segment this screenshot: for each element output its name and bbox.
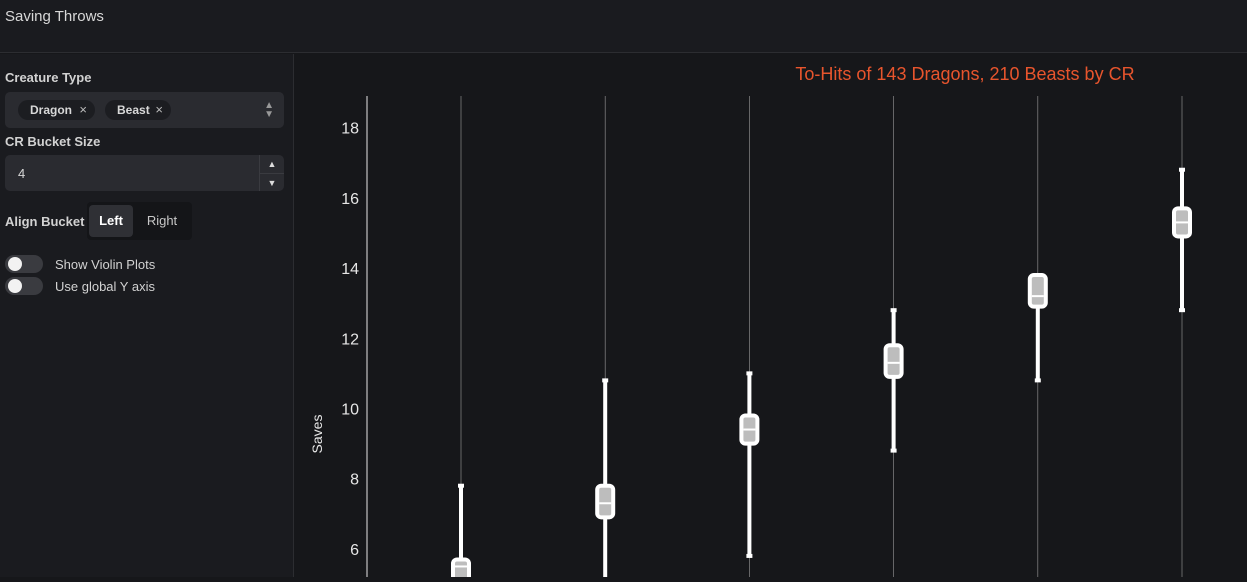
y-tick-label: 8 xyxy=(350,472,359,489)
sidebar: Creature Type Dragon × Beast × ▲ ▼ CR Buc… xyxy=(0,54,294,577)
align-right-button[interactable]: Right xyxy=(146,213,178,228)
page-title: Saving Throws xyxy=(5,8,104,25)
bucket-size-stepper[interactable]: 4 ▲ ▼ xyxy=(5,155,284,191)
decrement-icon[interactable]: ▼ xyxy=(260,173,284,191)
stepper-buttons: ▲ ▼ xyxy=(259,155,284,191)
box xyxy=(595,483,616,520)
increment-icon[interactable]: ▲ xyxy=(267,159,277,169)
y-tick-label: 16 xyxy=(341,191,359,208)
chip-dragon: Dragon × xyxy=(18,100,95,120)
global-y-toggle-label: Use global Y axis xyxy=(55,279,155,294)
creature-type-label: Creature Type xyxy=(5,70,92,85)
y-tick-label: 12 xyxy=(341,331,359,348)
align-left-button[interactable]: Left xyxy=(89,205,133,237)
y-tick-label: 6 xyxy=(350,542,359,559)
box xyxy=(451,557,471,582)
violin-toggle-label: Show Violin Plots xyxy=(55,257,156,272)
remove-beast-icon[interactable]: × xyxy=(155,102,163,117)
chart-area: To-Hits of 143 Dragons, 210 Beasts by CR… xyxy=(295,54,1247,582)
bucket-size-label: CR Bucket Size xyxy=(5,134,101,149)
chip-beast-label: Beast xyxy=(117,103,150,117)
violin-toggle[interactable] xyxy=(5,255,43,273)
box xyxy=(1027,273,1048,309)
y-tick-label: 10 xyxy=(341,401,359,418)
creature-type-select[interactable]: Dragon × Beast × ▲ ▼ xyxy=(5,92,284,128)
box-plot-chart: To-Hits of 143 Dragons, 210 Beasts by CR… xyxy=(309,64,1192,582)
app-header: Saving Throws xyxy=(0,0,1247,53)
bucket-size-value[interactable]: 4 xyxy=(18,166,26,181)
chart-title: To-Hits of 143 Dragons, 210 Beasts by CR xyxy=(795,64,1134,84)
remove-dragon-icon[interactable]: × xyxy=(79,102,87,117)
chip-beast: Beast × xyxy=(105,100,171,120)
global-y-toggle[interactable] xyxy=(5,277,43,295)
toggle-knob xyxy=(8,279,22,293)
toggle-knob xyxy=(8,257,22,271)
chevron-updown-icon[interactable]: ▲ ▼ xyxy=(264,100,274,120)
align-bucket-control: Left Right xyxy=(87,202,192,240)
chip-dragon-label: Dragon xyxy=(30,103,72,117)
box xyxy=(883,343,904,379)
align-bucket-label: Align Bucket xyxy=(5,214,85,229)
y-tick-label: 14 xyxy=(341,261,359,278)
y-tick-label: 18 xyxy=(341,121,359,138)
y-axis-label: Saves xyxy=(309,415,325,454)
